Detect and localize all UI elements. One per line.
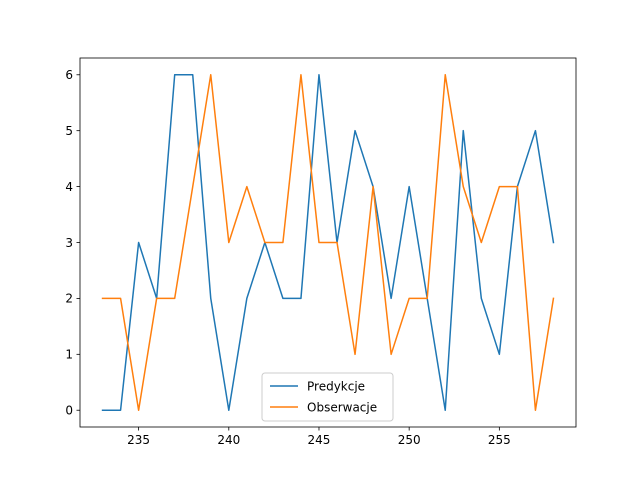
series-line-2 xyxy=(101,74,555,411)
y-tick-label: 2 xyxy=(65,292,73,306)
legend-box xyxy=(261,372,394,422)
y-tick-label: 1 xyxy=(65,348,73,362)
x-tick-label: 235 xyxy=(127,433,150,447)
y-tick-label: 6 xyxy=(65,68,73,82)
x-tick-label: 255 xyxy=(488,433,511,447)
legend-label-1: Predykcje xyxy=(307,379,365,393)
legend: Predykcje Obserwacje xyxy=(261,372,394,422)
y-tick-label: 3 xyxy=(65,236,73,250)
series-line-1 xyxy=(101,74,555,411)
x-tick-label: 245 xyxy=(308,433,331,447)
x-tick-label: 250 xyxy=(398,433,421,447)
legend-label-2: Obserwacje xyxy=(307,400,377,414)
y-tick-label: 5 xyxy=(65,124,73,138)
y-tick-label: 0 xyxy=(65,404,73,418)
y-tick-label: 4 xyxy=(65,180,73,194)
x-tick-label: 240 xyxy=(217,433,240,447)
